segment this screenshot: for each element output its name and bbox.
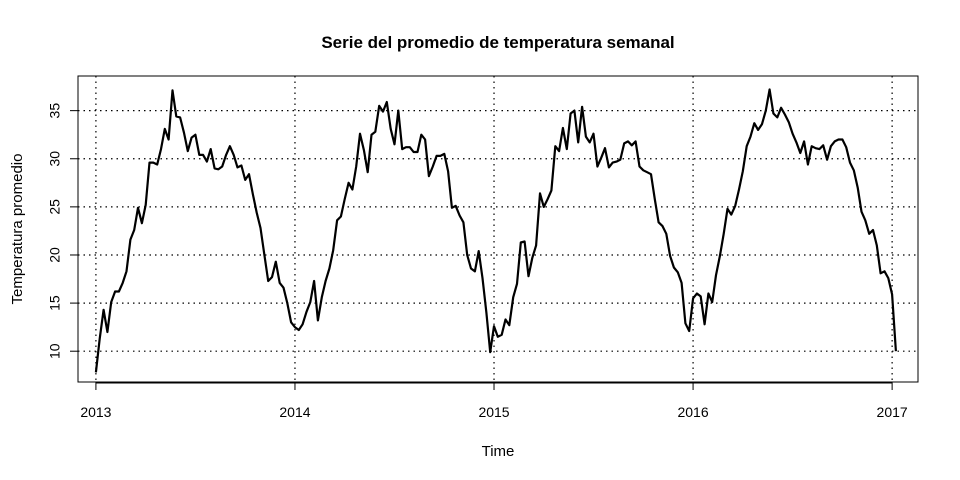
series-layer	[94, 88, 897, 373]
chart-title: Serie del promedio de temperatura semana…	[321, 33, 674, 52]
y-tick-label: 30	[47, 151, 63, 167]
axes: 2013 2014 2015 2016 2017 10 15 20 25 30 35	[47, 103, 908, 420]
x-tick-label: 2014	[279, 404, 310, 420]
y-tick-label: 10	[47, 343, 63, 359]
grid-lines	[78, 76, 918, 382]
y-tick-label: 25	[47, 199, 63, 215]
y-tick-label: 35	[47, 103, 63, 119]
y-tick-label: 20	[47, 247, 63, 263]
x-tick-label: 2015	[478, 404, 509, 420]
y-axis-label: Temperatura promedio	[9, 154, 26, 305]
x-tick-label: 2013	[80, 404, 111, 420]
y-tick-label: 15	[47, 295, 63, 311]
x-tick-label: 2016	[677, 404, 708, 420]
x-axis-label: Time	[482, 443, 515, 460]
series-line	[94, 88, 897, 373]
x-tick-label: 2017	[877, 404, 908, 420]
